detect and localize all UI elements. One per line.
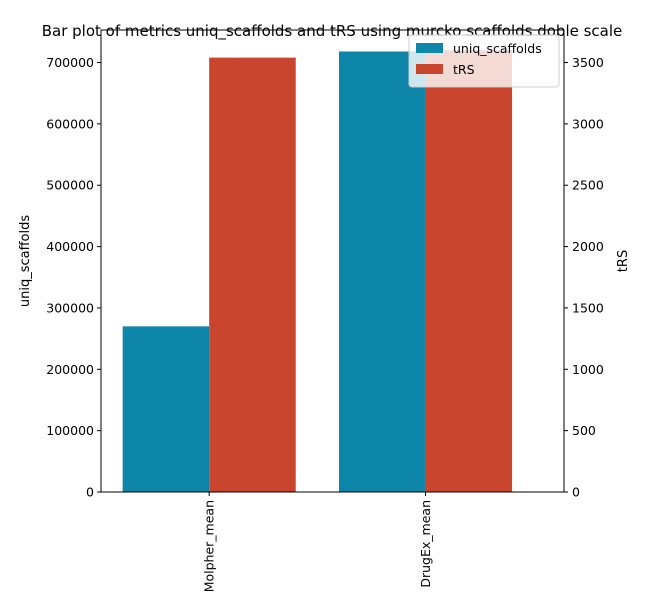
right-tick-label: 2000 — [572, 239, 604, 254]
right-tick-label: 1500 — [572, 300, 604, 315]
right-tick-label: 1000 — [572, 362, 604, 377]
left-tick-label: 200000 — [46, 362, 94, 377]
legend-box — [408, 34, 560, 88]
legend-label-uniq_scaffolds: uniq_scaffolds — [453, 41, 542, 56]
left-tick-label: 100000 — [46, 423, 94, 438]
plot-frame — [100, 29, 565, 493]
bar-uniq_scaffolds-Molpher_mean — [122, 326, 210, 492]
right-axis-ticks: 0 500 1000 1500 2000 2500 3000 3500 — [564, 55, 604, 500]
right-tick-label: 2500 — [572, 178, 604, 193]
right-tick-label: 3000 — [572, 116, 604, 131]
bars-layer — [122, 50, 513, 493]
right-tick-label: 3500 — [572, 55, 604, 70]
x-tick-label: Molpher_mean — [202, 500, 217, 592]
right-tick-label: 0 — [572, 485, 580, 500]
right-tick-label: 500 — [572, 423, 596, 438]
x-axis-ticks: Molpher_mean DrugEx_mean — [202, 492, 433, 592]
x-tick-label: DrugEx_mean — [418, 500, 433, 588]
bar-uniq_scaffolds-DrugEx_mean — [338, 51, 426, 493]
right-axis-label: tRS — [616, 250, 631, 272]
left-tick-label: 300000 — [46, 300, 94, 315]
legend: uniq_scaffolds tRS — [408, 34, 560, 88]
legend-label-tRS: tRS — [453, 62, 475, 77]
left-tick-label: 500000 — [46, 178, 94, 193]
left-tick-label: 400000 — [46, 239, 94, 254]
bar-tRS-DrugEx_mean — [425, 50, 513, 493]
left-axis-label: uniq_scaffolds — [18, 215, 33, 308]
legend-swatch-uniq_scaffolds — [416, 43, 443, 53]
left-tick-label: 0 — [86, 485, 94, 500]
left-tick-label: 700000 — [46, 55, 94, 70]
left-tick-label: 600000 — [46, 116, 94, 131]
legend-swatch-tRS — [416, 64, 443, 74]
bar-tRS-Molpher_mean — [209, 57, 296, 493]
left-axis-ticks: 0 100000 200000 300000 400000 500000 600000 700… — [46, 55, 101, 500]
